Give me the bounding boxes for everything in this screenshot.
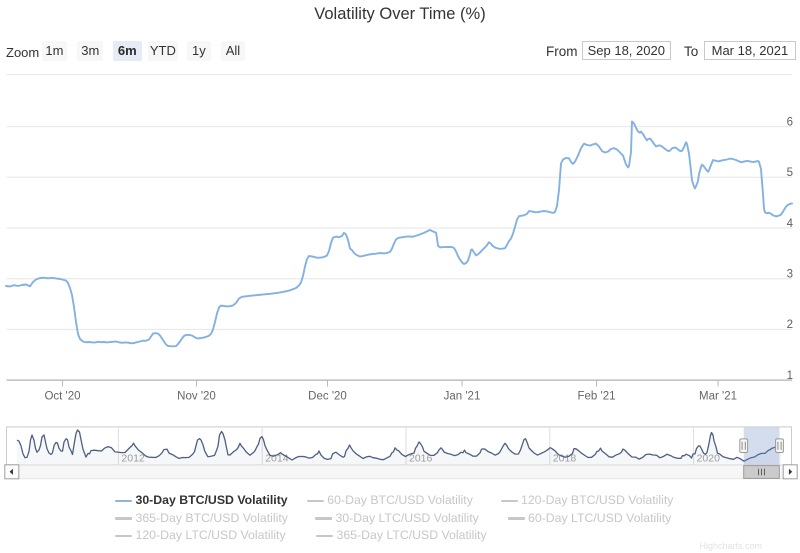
svg-text:2020: 2020 bbox=[697, 453, 721, 465]
svg-text:Nov '20: Nov '20 bbox=[177, 391, 216, 403]
svg-text:4: 4 bbox=[787, 218, 794, 230]
svg-text:1: 1 bbox=[787, 370, 793, 382]
svg-text:Oct '20: Oct '20 bbox=[44, 391, 80, 403]
svg-text:Dec '20: Dec '20 bbox=[308, 391, 347, 403]
svg-text:Feb '21: Feb '21 bbox=[578, 391, 616, 403]
svg-text:2018: 2018 bbox=[553, 453, 577, 465]
svg-text:6: 6 bbox=[787, 116, 793, 128]
svg-text:5: 5 bbox=[787, 167, 793, 179]
svg-text:3: 3 bbox=[787, 269, 793, 281]
svg-text:Jan '21: Jan '21 bbox=[444, 391, 481, 403]
svg-text:2: 2 bbox=[787, 319, 793, 331]
svg-text:2016: 2016 bbox=[409, 453, 433, 465]
svg-text:Mar '21: Mar '21 bbox=[699, 391, 737, 403]
svg-text:2012: 2012 bbox=[121, 453, 145, 465]
